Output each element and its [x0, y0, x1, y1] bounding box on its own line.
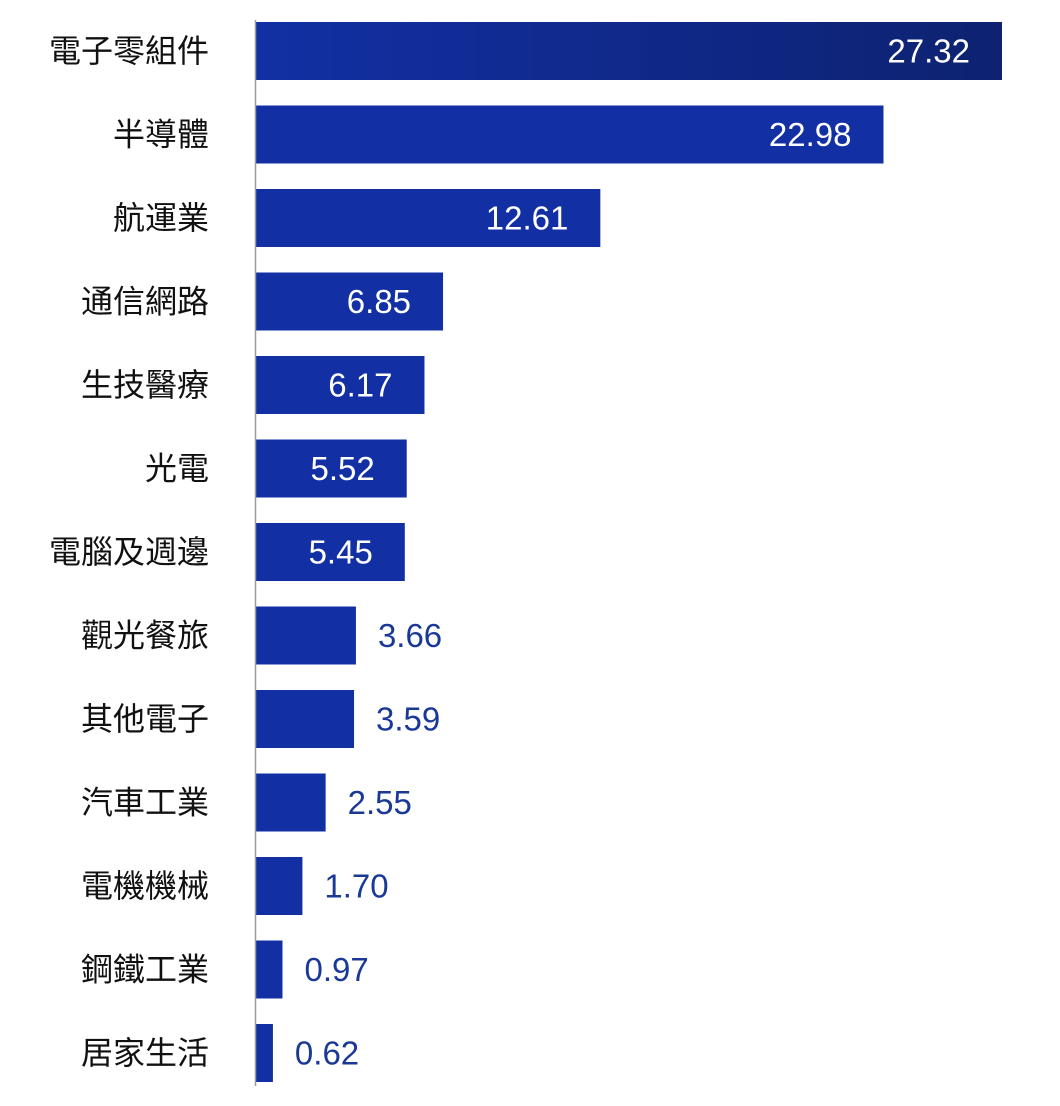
bar-5	[256, 356, 425, 414]
bar-4	[256, 272, 444, 331]
category-label: 通信網路	[81, 283, 209, 321]
category-label: 汽車工業	[81, 784, 209, 822]
category-label: 居家生活	[81, 1034, 209, 1072]
bar-13	[256, 1024, 273, 1082]
value-label: 3.59	[376, 701, 440, 738]
value-label: 22.98	[769, 116, 852, 153]
value-label: 0.97	[304, 951, 368, 988]
bar-7	[256, 523, 405, 581]
bar-11	[256, 857, 303, 915]
value-label: 6.85	[347, 283, 411, 320]
bar-2	[256, 105, 884, 164]
category-label: 光電	[145, 450, 209, 488]
value-label: 12.61	[486, 200, 569, 237]
value-label: 6.17	[328, 367, 392, 404]
bar-6	[256, 439, 407, 498]
category-label: 觀光餐旅	[81, 617, 209, 655]
value-label: 3.66	[378, 617, 442, 654]
category-label: 生技醫療	[81, 366, 209, 404]
value-label: 1.70	[324, 868, 388, 905]
value-label: 0.62	[295, 1035, 359, 1072]
bar-8	[256, 606, 356, 665]
category-label: 鋼鐵工業	[81, 951, 209, 989]
category-label: 電機機械	[81, 867, 209, 905]
bar-3	[256, 189, 601, 247]
value-label: 5.52	[310, 450, 374, 487]
value-label: 2.55	[348, 784, 412, 821]
bar-10	[256, 773, 326, 832]
value-label: 27.32	[887, 33, 970, 70]
category-label: 電子零組件	[49, 32, 209, 70]
labels-layer: 電子零組件 27.32 半導體 22.98 航運業 12.61 通信網路 6.85 生技醫療 6.…	[49, 32, 970, 1072]
bar-1	[256, 22, 1002, 80]
category-label: 航運業	[113, 199, 209, 237]
category-label: 其他電子	[81, 700, 209, 738]
bar-12	[256, 940, 283, 999]
category-label: 半導體	[113, 116, 209, 154]
category-label: 電腦及週邊	[49, 533, 209, 571]
value-label: 5.45	[309, 534, 373, 571]
bar-9	[256, 690, 355, 748]
bars-layer	[256, 22, 1002, 1082]
